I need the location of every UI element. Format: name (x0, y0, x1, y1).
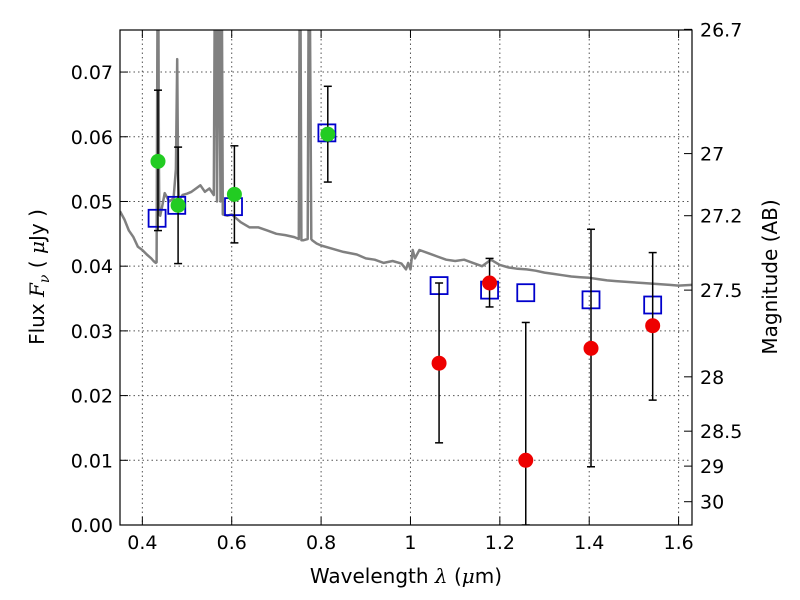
y-tick-label: 0.01 (71, 450, 113, 472)
photometry-point (482, 275, 498, 291)
y-tick-label: 0.06 (71, 127, 113, 149)
photometry-point (583, 340, 599, 356)
photometry-point (226, 186, 242, 202)
ticks: 0.4 0.6 0.8 1 1.2 1.4 1.6 0.00 0.01 0.02 0.03 0.04 0… (71, 19, 743, 554)
y-axis-label: Flux Fν ( μJy ) (25, 209, 53, 345)
model-square-point (516, 283, 536, 303)
mag-tick-label: 27.2 (700, 206, 742, 228)
mag-tick-label: 29 (700, 456, 724, 478)
mag-tick-label: 26.7 (700, 19, 742, 41)
y-tick-label: 0.00 (71, 515, 113, 537)
spectrum-line (120, 30, 692, 287)
grid (120, 30, 692, 526)
plot-background (120, 30, 692, 525)
y-tick-label: 0.04 (71, 256, 113, 278)
photometry-point (645, 318, 661, 334)
x-tick-label: 1 (404, 532, 416, 554)
y-tick-label: 0.05 (71, 191, 113, 213)
mag-tick-label: 27 (700, 144, 724, 166)
y-tick-label: 0.07 (71, 62, 113, 84)
x-axis-label: Wavelength λ (μm) (310, 564, 502, 588)
data-layer (120, 30, 692, 525)
x-tick-label: 0.6 (217, 532, 247, 554)
mag-tick-label: 27.5 (700, 280, 742, 302)
x-tick-label: 1.2 (485, 532, 515, 554)
photometry-point (170, 197, 186, 213)
photometry-point (320, 126, 336, 142)
right-axis-label: Magnitude (AB) (758, 199, 782, 354)
model-square-point (147, 208, 167, 228)
mag-tick-label: 28.5 (700, 421, 742, 443)
x-tick-label: 0.8 (306, 532, 336, 554)
photometry-point (150, 153, 166, 169)
mag-tick-label: 30 (700, 492, 724, 514)
y-tick-label: 0.03 (71, 321, 113, 343)
photometry-point (518, 452, 534, 468)
x-tick-label: 0.4 (127, 532, 157, 554)
x-tick-label: 1.6 (663, 532, 693, 554)
mag-tick-label: 28 (700, 367, 724, 389)
photometry-point (431, 355, 447, 371)
x-tick-label: 1.4 (574, 532, 604, 554)
y-tick-label: 0.02 (71, 386, 113, 408)
plot-frame (119, 29, 693, 526)
